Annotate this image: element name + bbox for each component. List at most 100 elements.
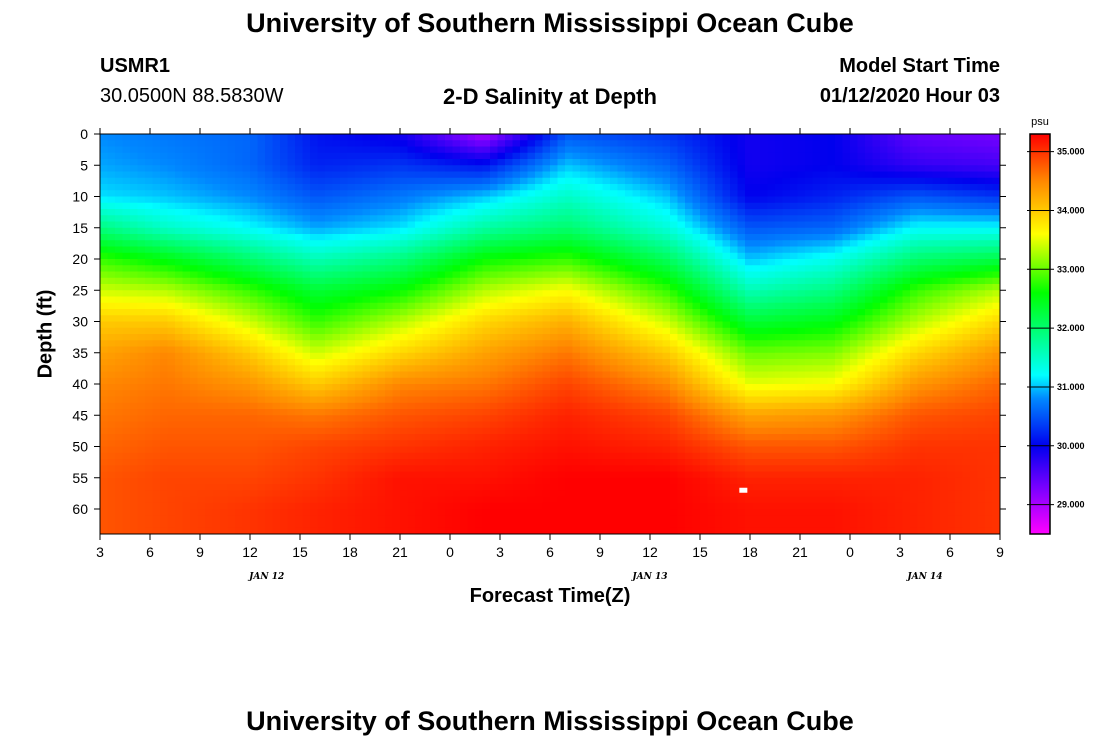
heatmap-cell xyxy=(415,384,424,391)
heatmap-cell xyxy=(137,252,146,260)
heatmap-cell xyxy=(475,377,484,385)
heatmap-cell xyxy=(370,202,379,210)
heatmap-cell xyxy=(190,446,199,454)
heatmap-cell xyxy=(122,315,131,323)
heatmap-cell xyxy=(227,346,236,354)
heatmap-cell xyxy=(557,196,566,204)
heatmap-cell xyxy=(677,215,686,223)
heatmap-cell xyxy=(602,509,611,516)
heatmap-cell xyxy=(100,259,109,266)
heatmap-cell xyxy=(677,234,686,241)
heatmap-cell xyxy=(385,321,394,329)
heatmap-cell xyxy=(460,290,469,298)
heatmap-cell xyxy=(115,390,124,398)
heatmap-cell xyxy=(670,352,679,360)
heatmap-cell xyxy=(310,477,319,485)
heatmap-cell xyxy=(490,271,499,279)
heatmap-cell xyxy=(175,446,184,454)
heatmap-cell xyxy=(400,265,409,273)
heatmap-cell xyxy=(355,396,364,404)
heatmap-cell xyxy=(580,452,589,460)
heatmap-cell xyxy=(505,327,514,335)
heatmap-cell xyxy=(272,227,281,235)
heatmap-cell xyxy=(235,502,244,510)
heatmap-cell xyxy=(595,459,604,466)
heatmap-cell xyxy=(227,334,236,341)
heatmap-cell xyxy=(407,265,416,273)
heatmap-cell xyxy=(257,327,266,335)
heatmap-cell xyxy=(580,159,589,166)
heatmap-cell xyxy=(152,434,161,441)
heatmap-cell xyxy=(310,234,319,241)
heatmap-cell xyxy=(182,140,191,148)
heatmap-cell xyxy=(325,190,334,198)
heatmap-cell xyxy=(610,471,619,479)
heatmap-cell xyxy=(310,140,319,148)
heatmap-cell xyxy=(422,321,431,329)
heatmap-cell xyxy=(550,165,559,173)
heatmap-cell xyxy=(550,527,559,534)
heatmap-cell xyxy=(377,371,386,379)
heatmap-cell xyxy=(355,334,364,341)
heatmap-cell xyxy=(497,527,506,534)
heatmap-cell xyxy=(160,527,169,534)
heatmap-cell xyxy=(340,334,349,341)
heatmap-cell xyxy=(370,190,379,198)
heatmap-cell xyxy=(602,490,611,498)
heatmap-cell xyxy=(422,427,431,435)
heatmap-cell xyxy=(430,190,439,198)
heatmap-cell xyxy=(182,327,191,335)
heatmap-cell xyxy=(115,309,124,316)
heatmap-cell xyxy=(272,327,281,335)
heatmap-cell xyxy=(460,221,469,229)
heatmap-cell xyxy=(505,209,514,216)
heatmap-cell xyxy=(152,446,161,454)
heatmap-cell xyxy=(107,177,116,185)
heatmap-cell xyxy=(437,140,446,148)
heatmap-cell xyxy=(385,502,394,510)
heatmap-cell xyxy=(550,346,559,354)
heatmap-cell xyxy=(355,521,364,529)
heatmap-cell xyxy=(565,265,574,273)
heatmap-cell xyxy=(520,352,529,360)
heatmap-cell xyxy=(550,396,559,404)
heatmap-cell xyxy=(655,352,664,360)
heatmap-cell xyxy=(265,452,274,460)
heatmap-cell xyxy=(482,521,491,529)
heatmap-cell xyxy=(610,321,619,329)
heatmap-cell xyxy=(550,234,559,241)
heatmap-cell xyxy=(370,477,379,485)
heatmap-cell xyxy=(227,196,236,204)
heatmap-cell xyxy=(362,202,371,210)
heatmap-cell xyxy=(437,440,446,448)
heatmap-cell xyxy=(355,346,364,354)
heatmap-cell xyxy=(302,240,311,248)
heatmap-cell xyxy=(535,202,544,210)
heatmap-cell xyxy=(602,196,611,204)
heatmap-cell xyxy=(310,527,319,534)
heatmap-cell xyxy=(205,409,214,416)
heatmap-cell xyxy=(242,496,251,504)
heatmap-cell xyxy=(122,446,131,454)
heatmap-cell xyxy=(670,346,679,354)
heatmap-cell xyxy=(392,227,401,235)
heatmap-cell xyxy=(377,484,386,491)
heatmap-cell xyxy=(445,446,454,454)
heatmap-cell xyxy=(625,246,634,254)
heatmap-cell xyxy=(565,184,574,191)
heatmap-cell xyxy=(362,477,371,485)
heatmap-cell xyxy=(235,209,244,216)
heatmap-cell xyxy=(490,290,499,298)
heatmap-cell xyxy=(385,421,394,429)
heatmap-cell xyxy=(520,471,529,479)
heatmap-cell xyxy=(535,446,544,454)
heatmap-cell xyxy=(497,246,506,254)
heatmap-cell xyxy=(445,384,454,391)
heatmap-cell xyxy=(647,352,656,360)
heatmap-cell xyxy=(610,134,619,141)
heatmap-cell xyxy=(565,434,574,441)
heatmap-cell xyxy=(347,184,356,191)
heatmap-cell xyxy=(362,146,371,154)
heatmap-cell xyxy=(445,134,454,141)
heatmap-cell xyxy=(250,302,259,310)
